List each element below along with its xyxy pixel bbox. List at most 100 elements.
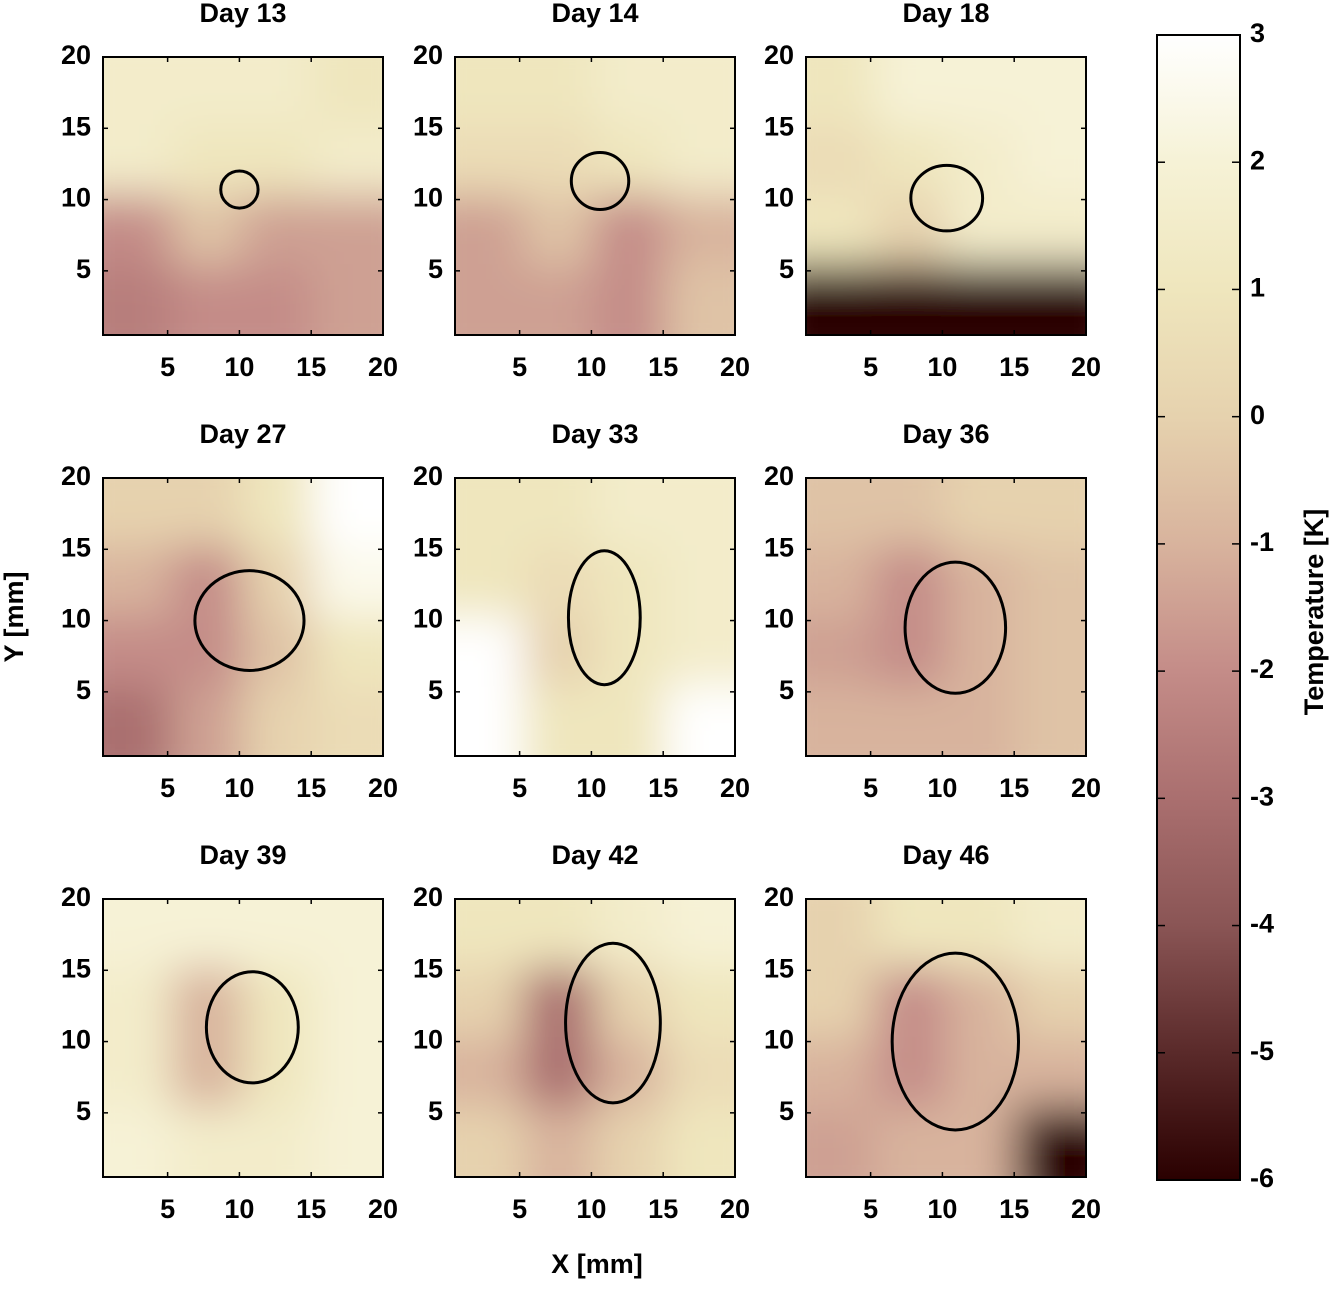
heatmap-cell [455,1106,526,1177]
heatmap-cell [875,546,947,618]
heatmap-cell [1015,57,1086,128]
heatmap-cell [242,57,314,128]
heatmap-cell [875,1106,947,1177]
heatmap [455,57,735,335]
heatmap-cell [172,685,244,756]
y-tick-label: 5 [428,254,443,284]
y-tick-label: 20 [61,461,91,491]
heatmap-cell [806,967,877,1039]
axes-frame [454,56,736,336]
heatmap-cell [172,478,244,549]
heatmap-cell [945,967,1017,1039]
heatmap-cell [455,125,526,197]
y-tick-label: 20 [61,40,91,70]
axes-frame [805,56,1087,336]
heatmap-cell [312,616,383,688]
x-tick-label: 20 [368,352,398,382]
heatmap-cell [875,616,947,688]
heatmap-cell [594,967,666,1039]
roi-ellipse [890,951,1021,1132]
colorbar-tick-label: -5 [1250,1036,1274,1066]
heatmap-cell [242,685,314,756]
heatmap-cell [594,264,666,335]
heatmap [806,899,1086,1177]
y-tick-label: 10 [764,183,794,213]
heatmap-cell [945,1106,1017,1177]
heatmap-cell [103,57,174,128]
heatmap-cell [455,195,526,267]
y-tick-label: 15 [413,532,443,562]
heatmap-cell [1015,1106,1086,1177]
heatmap-cell [664,478,735,549]
panel-title: Day 27 [199,419,286,449]
heatmap-cell [806,1037,877,1109]
panel-title: Day 42 [551,840,638,870]
panel-title: Day 14 [551,0,638,28]
heatmap-cell [312,685,383,756]
x-tick-label: 10 [927,352,957,382]
x-tick-label: 20 [1071,773,1101,803]
y-tick-label: 5 [76,1096,91,1126]
axes-frame [454,898,736,1178]
x-tick-label: 20 [720,352,750,382]
heatmap-cell [455,57,526,128]
y-tick-label: 5 [76,675,91,705]
heatmap-cell [875,1037,947,1109]
heatmap-cell [455,685,526,756]
roi-ellipse [903,560,1008,695]
heatmap-cell [103,616,174,688]
heatmap-cell [103,1106,174,1177]
heatmap-cell [312,195,383,267]
heatmap-cell [945,546,1017,618]
heatmap-cell [806,899,877,970]
heatmap-cell [875,478,947,549]
heatmap-cell [524,546,596,618]
heatmap [455,899,735,1177]
heatmap-cell [664,264,735,335]
heatmap-cell [242,264,314,335]
x-tick-label: 20 [1071,1194,1101,1224]
heatmap-cell [455,616,526,688]
y-tick-label: 15 [61,953,91,983]
colorbar-tick-label: -2 [1250,654,1274,684]
heatmap-cell [103,264,174,335]
heatmap-cell [1015,125,1086,197]
heatmap-cell [524,1037,596,1109]
heatmap-cell [806,1106,877,1177]
heatmap-cell [312,1106,383,1177]
x-tick-label: 10 [224,1194,254,1224]
heatmap-cell [103,125,174,197]
heatmap-cell [172,899,244,970]
heatmap-cell [172,125,244,197]
heatmap-cell [945,478,1017,549]
roi-ellipse [569,151,631,212]
x-tick-label: 10 [576,1194,606,1224]
y-tick-label: 15 [413,111,443,141]
heatmap-cell [664,967,735,1039]
heatmap-cell [1015,264,1086,335]
heatmap-cell [594,125,666,197]
y-tick-label: 10 [61,604,91,634]
heatmap-cell [806,616,877,688]
heatmap-cell [103,478,174,549]
panel-title: Day 39 [199,840,286,870]
axes-frame [102,56,384,336]
heatmap-cell [1015,195,1086,267]
heatmap-cell [664,1037,735,1109]
heatmap-cell [594,478,666,549]
colorbar-tick-label: 2 [1250,145,1265,175]
axes-frame [805,477,1087,757]
heatmap-cell [875,899,947,970]
heatmap-cell [594,616,666,688]
y-tick-label: 5 [779,1096,794,1126]
heatmap-cell [1015,899,1086,970]
heatmap-cell [524,899,596,970]
heatmap-cell [524,195,596,267]
heatmap [103,899,383,1177]
heatmap-cell [594,57,666,128]
y-tick-label: 15 [413,953,443,983]
heatmap-cell [594,899,666,970]
heatmap-cell [312,967,383,1039]
heatmap-cell [664,899,735,970]
